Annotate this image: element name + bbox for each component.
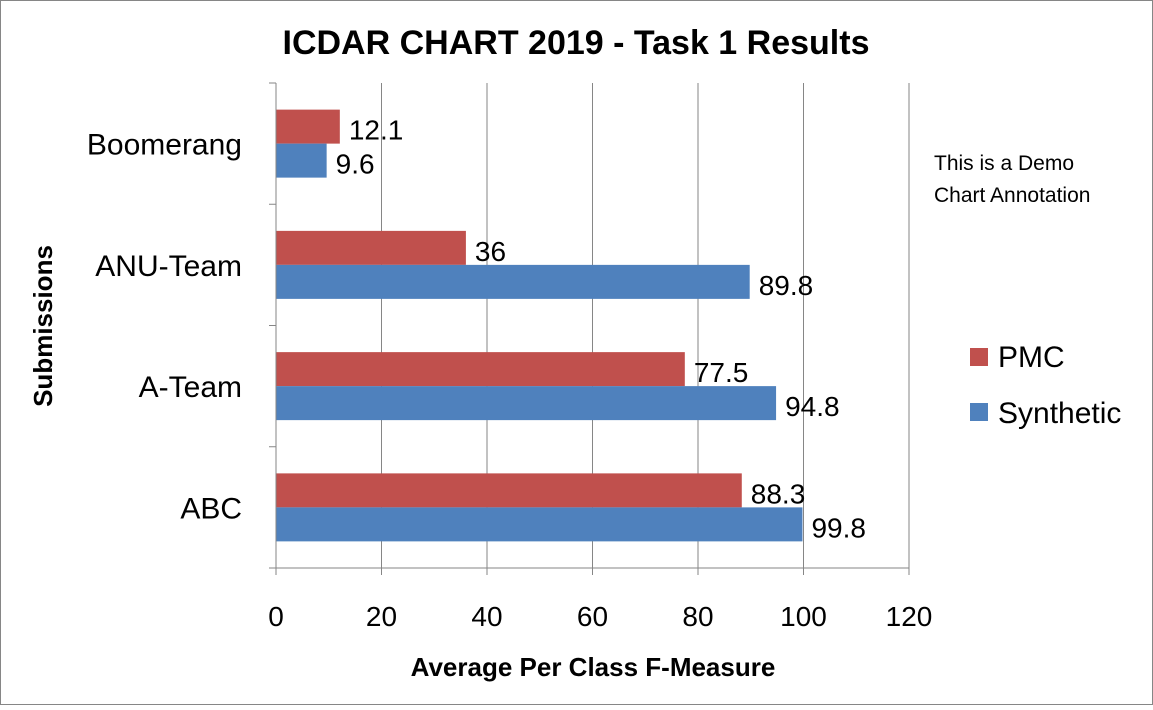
data-label: 77.5 — [694, 357, 749, 388]
bar-pmc — [276, 109, 340, 144]
y-axis-title: Submissions — [28, 245, 58, 407]
category-label: A-Team — [139, 371, 242, 404]
legend-swatch-synthetic — [970, 403, 988, 421]
category-label: ANU-Team — [95, 250, 242, 283]
category-label: Boomerang — [87, 129, 242, 162]
bars — [276, 109, 803, 542]
x-tick-label: 100 — [780, 601, 827, 632]
annotation-line-1: This is a Demo — [934, 152, 1074, 175]
data-label: 9.6 — [336, 149, 375, 180]
annotation-line-2: Chart Annotation — [934, 184, 1090, 207]
bar-synthetic — [276, 507, 803, 542]
bar-pmc — [276, 352, 685, 387]
category-label: ABC — [180, 492, 242, 525]
data-label: 88.3 — [751, 478, 806, 509]
legend-swatch-pmc — [970, 348, 988, 366]
data-labels: 12.19.6 36 89.8 77.5 94.8 88.399.8 — [336, 115, 866, 544]
bar-pmc — [276, 230, 466, 265]
legend: PMC Synthetic — [970, 341, 1121, 430]
x-tick-label: 60 — [577, 601, 608, 632]
bar-pmc — [276, 473, 742, 508]
legend-label-synthetic: Synthetic — [998, 397, 1121, 430]
data-label: 36 — [475, 236, 506, 267]
x-axis-title: Average Per Class F-Measure — [411, 652, 776, 682]
x-tick-label: 20 — [366, 601, 397, 632]
x-tick-label: 120 — [886, 601, 933, 632]
bar-synthetic — [276, 143, 327, 178]
legend-label-pmc: PMC — [998, 341, 1065, 374]
data-label: 94.8 — [785, 391, 840, 422]
bar-synthetic — [276, 386, 777, 421]
data-label: 99.8 — [811, 512, 866, 543]
data-label: 12.1 — [349, 115, 404, 146]
data-label: 89.8 — [759, 270, 814, 301]
axes: 0 20 40 60 80 100 120 Boomerang ANU-Team A-Team AB… — [87, 82, 933, 632]
x-tick-label: 0 — [268, 601, 284, 632]
x-tick-label: 80 — [682, 601, 713, 632]
bar-synthetic — [276, 264, 750, 299]
chart-title: ICDAR CHART 2019 - Task 1 Results — [283, 24, 870, 62]
x-tick-label: 40 — [471, 601, 502, 632]
